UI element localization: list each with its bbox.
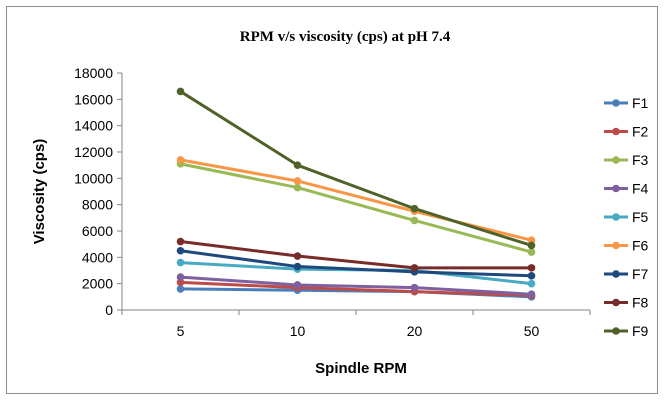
y-tick-label: 16000	[74, 91, 113, 107]
data-point	[176, 278, 185, 287]
series-F9	[176, 87, 536, 250]
series-line	[180, 249, 532, 278]
chart-title: RPM v/s viscosity (cps) at pH 7.4	[240, 29, 451, 45]
y-tick-label: 0	[105, 302, 113, 318]
data-point	[410, 283, 419, 292]
series-F3	[176, 160, 536, 256]
legend-swatch-marker	[612, 327, 620, 335]
legend-label: F9	[632, 323, 649, 339]
x-tick-label: 20	[407, 323, 423, 339]
y-tick-label: 12000	[74, 144, 113, 160]
x-tick-label: 5	[177, 323, 185, 339]
y-axis-ticks: 0 2000 4000 6000 8000 10000 12000 14000 16000 180…	[74, 65, 122, 318]
series-F4	[176, 273, 536, 299]
x-axis-label: Spindle RPM	[315, 360, 407, 377]
x-tick-label: 10	[290, 323, 306, 339]
data-point	[410, 204, 419, 213]
data-point	[176, 87, 185, 96]
legend-swatch-marker	[612, 156, 620, 164]
data-point	[176, 273, 185, 281]
data-point	[176, 258, 185, 267]
legend-item: F7	[604, 266, 649, 282]
data-point	[293, 252, 302, 260]
legend-item: F6	[604, 238, 649, 254]
legend-item: F9	[604, 323, 649, 339]
series-line	[179, 90, 532, 247]
series-line	[180, 275, 532, 296]
legend-label: F8	[632, 295, 649, 311]
series-line	[180, 240, 532, 270]
data-point	[176, 246, 185, 255]
legend-swatch-marker	[612, 241, 620, 250]
data-point	[293, 281, 302, 289]
y-tick-label: 4000	[82, 249, 113, 265]
data-point	[527, 264, 536, 272]
legend-item: F2	[604, 124, 649, 140]
data-point	[527, 290, 536, 299]
data-point	[176, 237, 185, 246]
legend-swatch-marker	[612, 298, 620, 307]
line-chart: RPM v/s viscosity (cps) at pH 7.4 0 2000 4…	[31, 29, 649, 377]
y-tick-label: 14000	[74, 118, 113, 134]
y-tick-label: 6000	[82, 223, 113, 239]
y-axis-label: Viscosity (cps)	[31, 139, 48, 245]
y-tick-label: 10000	[74, 170, 113, 186]
legend-swatch-marker	[612, 127, 620, 136]
series-F7	[176, 246, 536, 280]
data-point	[176, 285, 185, 293]
series-layer	[176, 87, 536, 301]
legend-item: F1	[604, 95, 649, 111]
series-line	[180, 280, 532, 298]
series-line	[180, 162, 532, 254]
legend-swatch-marker	[612, 99, 620, 107]
legend-label: F3	[632, 152, 649, 168]
legend-label: F1	[632, 95, 649, 111]
x-tick-label: 50	[524, 323, 540, 339]
data-point	[527, 248, 536, 256]
data-point	[293, 183, 302, 192]
y-tick-label: 8000	[82, 197, 113, 213]
data-point	[293, 262, 302, 271]
x-axis-ticks: 5 10 20 50	[121, 310, 591, 339]
legend-swatch-marker	[612, 184, 620, 193]
legend-label: F5	[632, 209, 649, 225]
legend-label: F7	[632, 266, 649, 282]
data-point	[410, 216, 419, 225]
legend-label: F4	[632, 181, 649, 197]
data-point	[410, 264, 419, 272]
legend-label: F6	[632, 238, 649, 254]
data-point	[527, 241, 536, 250]
legend-label: F2	[632, 124, 649, 140]
legend-swatch-marker	[612, 213, 620, 221]
chart-frame: RPM v/s viscosity (cps) at pH 7.4 0 2000 4…	[6, 6, 658, 394]
legend: F1 F2 F3 F4 F5 F6 F7 F8 F9	[604, 95, 649, 339]
legend-item: F8	[604, 295, 649, 311]
series-F8	[176, 237, 536, 272]
legend-item: F5	[604, 209, 649, 225]
data-point	[527, 279, 536, 288]
legend-item: F4	[604, 181, 649, 197]
data-point	[293, 161, 302, 169]
y-tick-label: 18000	[74, 65, 113, 81]
data-point	[527, 236, 536, 245]
data-point	[293, 177, 302, 185]
legend-swatch-marker	[612, 270, 620, 278]
data-point	[527, 271, 536, 280]
data-point	[176, 156, 185, 164]
legend-item: F3	[604, 152, 649, 168]
y-tick-label: 2000	[82, 276, 113, 292]
